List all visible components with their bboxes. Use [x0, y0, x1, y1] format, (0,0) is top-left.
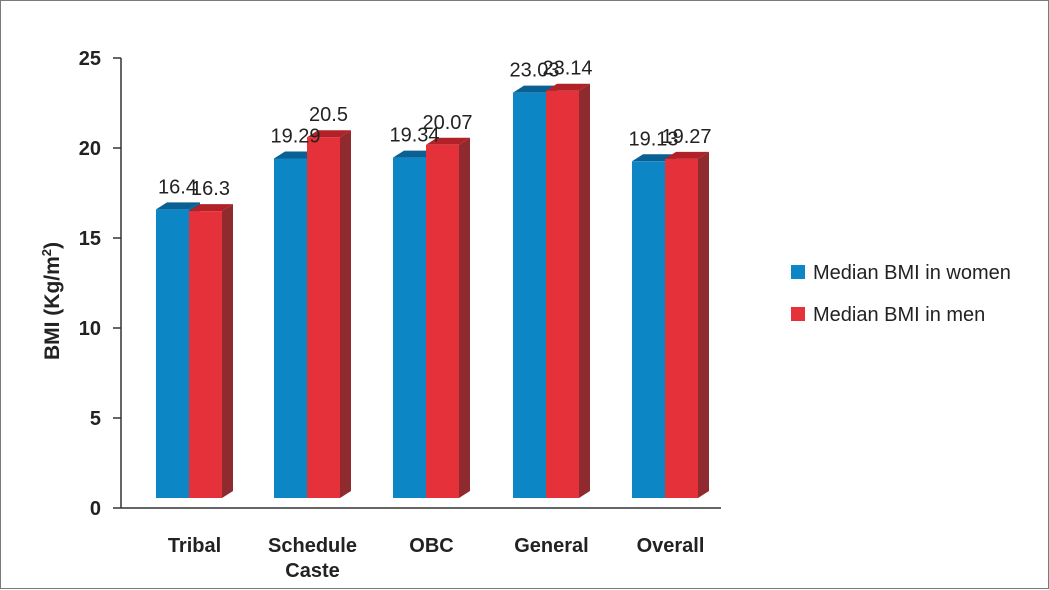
bar-top-face	[189, 204, 233, 212]
data-label: 19.27	[661, 126, 711, 148]
bar-top-face	[426, 137, 470, 145]
data-label: 19.13	[628, 128, 678, 150]
bar-top-face	[156, 202, 200, 210]
category-label-line: Schedule	[268, 535, 357, 557]
category-label-line: OBC	[409, 535, 453, 557]
category-label: Tribal	[168, 535, 221, 557]
bar-top-face	[665, 151, 709, 159]
bar-men-overall	[665, 151, 709, 498]
y-tick-label: 5	[90, 408, 101, 430]
bar-front-face	[513, 92, 546, 498]
category-label-line: General	[514, 535, 588, 557]
legend-item-men: Median BMI in men	[791, 304, 985, 326]
category-label-line: Tribal	[168, 535, 221, 557]
y-tick-label: 20	[79, 138, 101, 160]
data-label: 20.5	[309, 104, 348, 126]
bar-men-general	[546, 83, 590, 499]
category-label: General	[514, 535, 588, 557]
category-label-line: Caste	[285, 560, 339, 582]
bar-side-face	[579, 83, 590, 499]
y-ticks-layer: 0 5 10 15 20 25	[79, 48, 121, 520]
legend-label-men: Median BMI in men	[813, 304, 985, 326]
data-label: 16.3	[191, 178, 230, 200]
bar-front-face	[665, 158, 698, 498]
y-tick-label: 0	[90, 498, 101, 520]
bar-front-face	[189, 211, 222, 498]
y-tick-label: 25	[79, 48, 101, 70]
bar-front-face	[426, 144, 459, 498]
category-label: Schedule Caste	[268, 535, 357, 582]
bar-side-face	[698, 151, 709, 498]
data-label: 19.29	[270, 125, 320, 147]
bar-front-face	[307, 137, 340, 498]
bar-side-face	[222, 204, 233, 498]
data-label: 23.03	[509, 60, 559, 82]
bar-front-face	[393, 157, 426, 498]
bar-front-face	[546, 90, 579, 499]
category-label-line: Overall	[637, 535, 705, 557]
data-label: 20.07	[422, 112, 472, 134]
bars-layer	[156, 83, 709, 499]
legend-swatch-men	[791, 307, 805, 321]
legend-label-women: Median BMI in women	[813, 262, 1011, 284]
data-label: 16.4	[158, 176, 197, 198]
bar-front-face	[632, 161, 665, 498]
y-tick-label: 10	[79, 318, 101, 340]
bar-front-face	[274, 158, 307, 498]
bar-men-obc	[426, 137, 470, 498]
category-label: OBC	[409, 535, 453, 557]
bar-men-schedule-caste	[307, 130, 351, 498]
category-label: Overall	[637, 535, 705, 557]
data-label: 23.14	[542, 58, 592, 80]
bar-men-tribal	[189, 204, 233, 498]
y-tick-label: 15	[79, 228, 101, 250]
bar-top-face	[546, 83, 590, 91]
bar-side-face	[340, 130, 351, 498]
category-labels-layer: Tribal Schedule Caste OBC General Overall	[168, 535, 705, 582]
y-axis-label: BMI (Kg/m2)	[39, 242, 64, 360]
legend-swatch-women	[791, 265, 805, 279]
bar-top-face	[307, 130, 351, 138]
axes-layer	[120, 58, 721, 509]
legend-item-women: Median BMI in women	[791, 262, 1011, 284]
bar-side-face	[459, 137, 470, 498]
bar-front-face	[156, 209, 189, 499]
data-label: 19.34	[389, 125, 439, 147]
legend: Median BMI in women Median BMI in men	[791, 262, 1011, 326]
